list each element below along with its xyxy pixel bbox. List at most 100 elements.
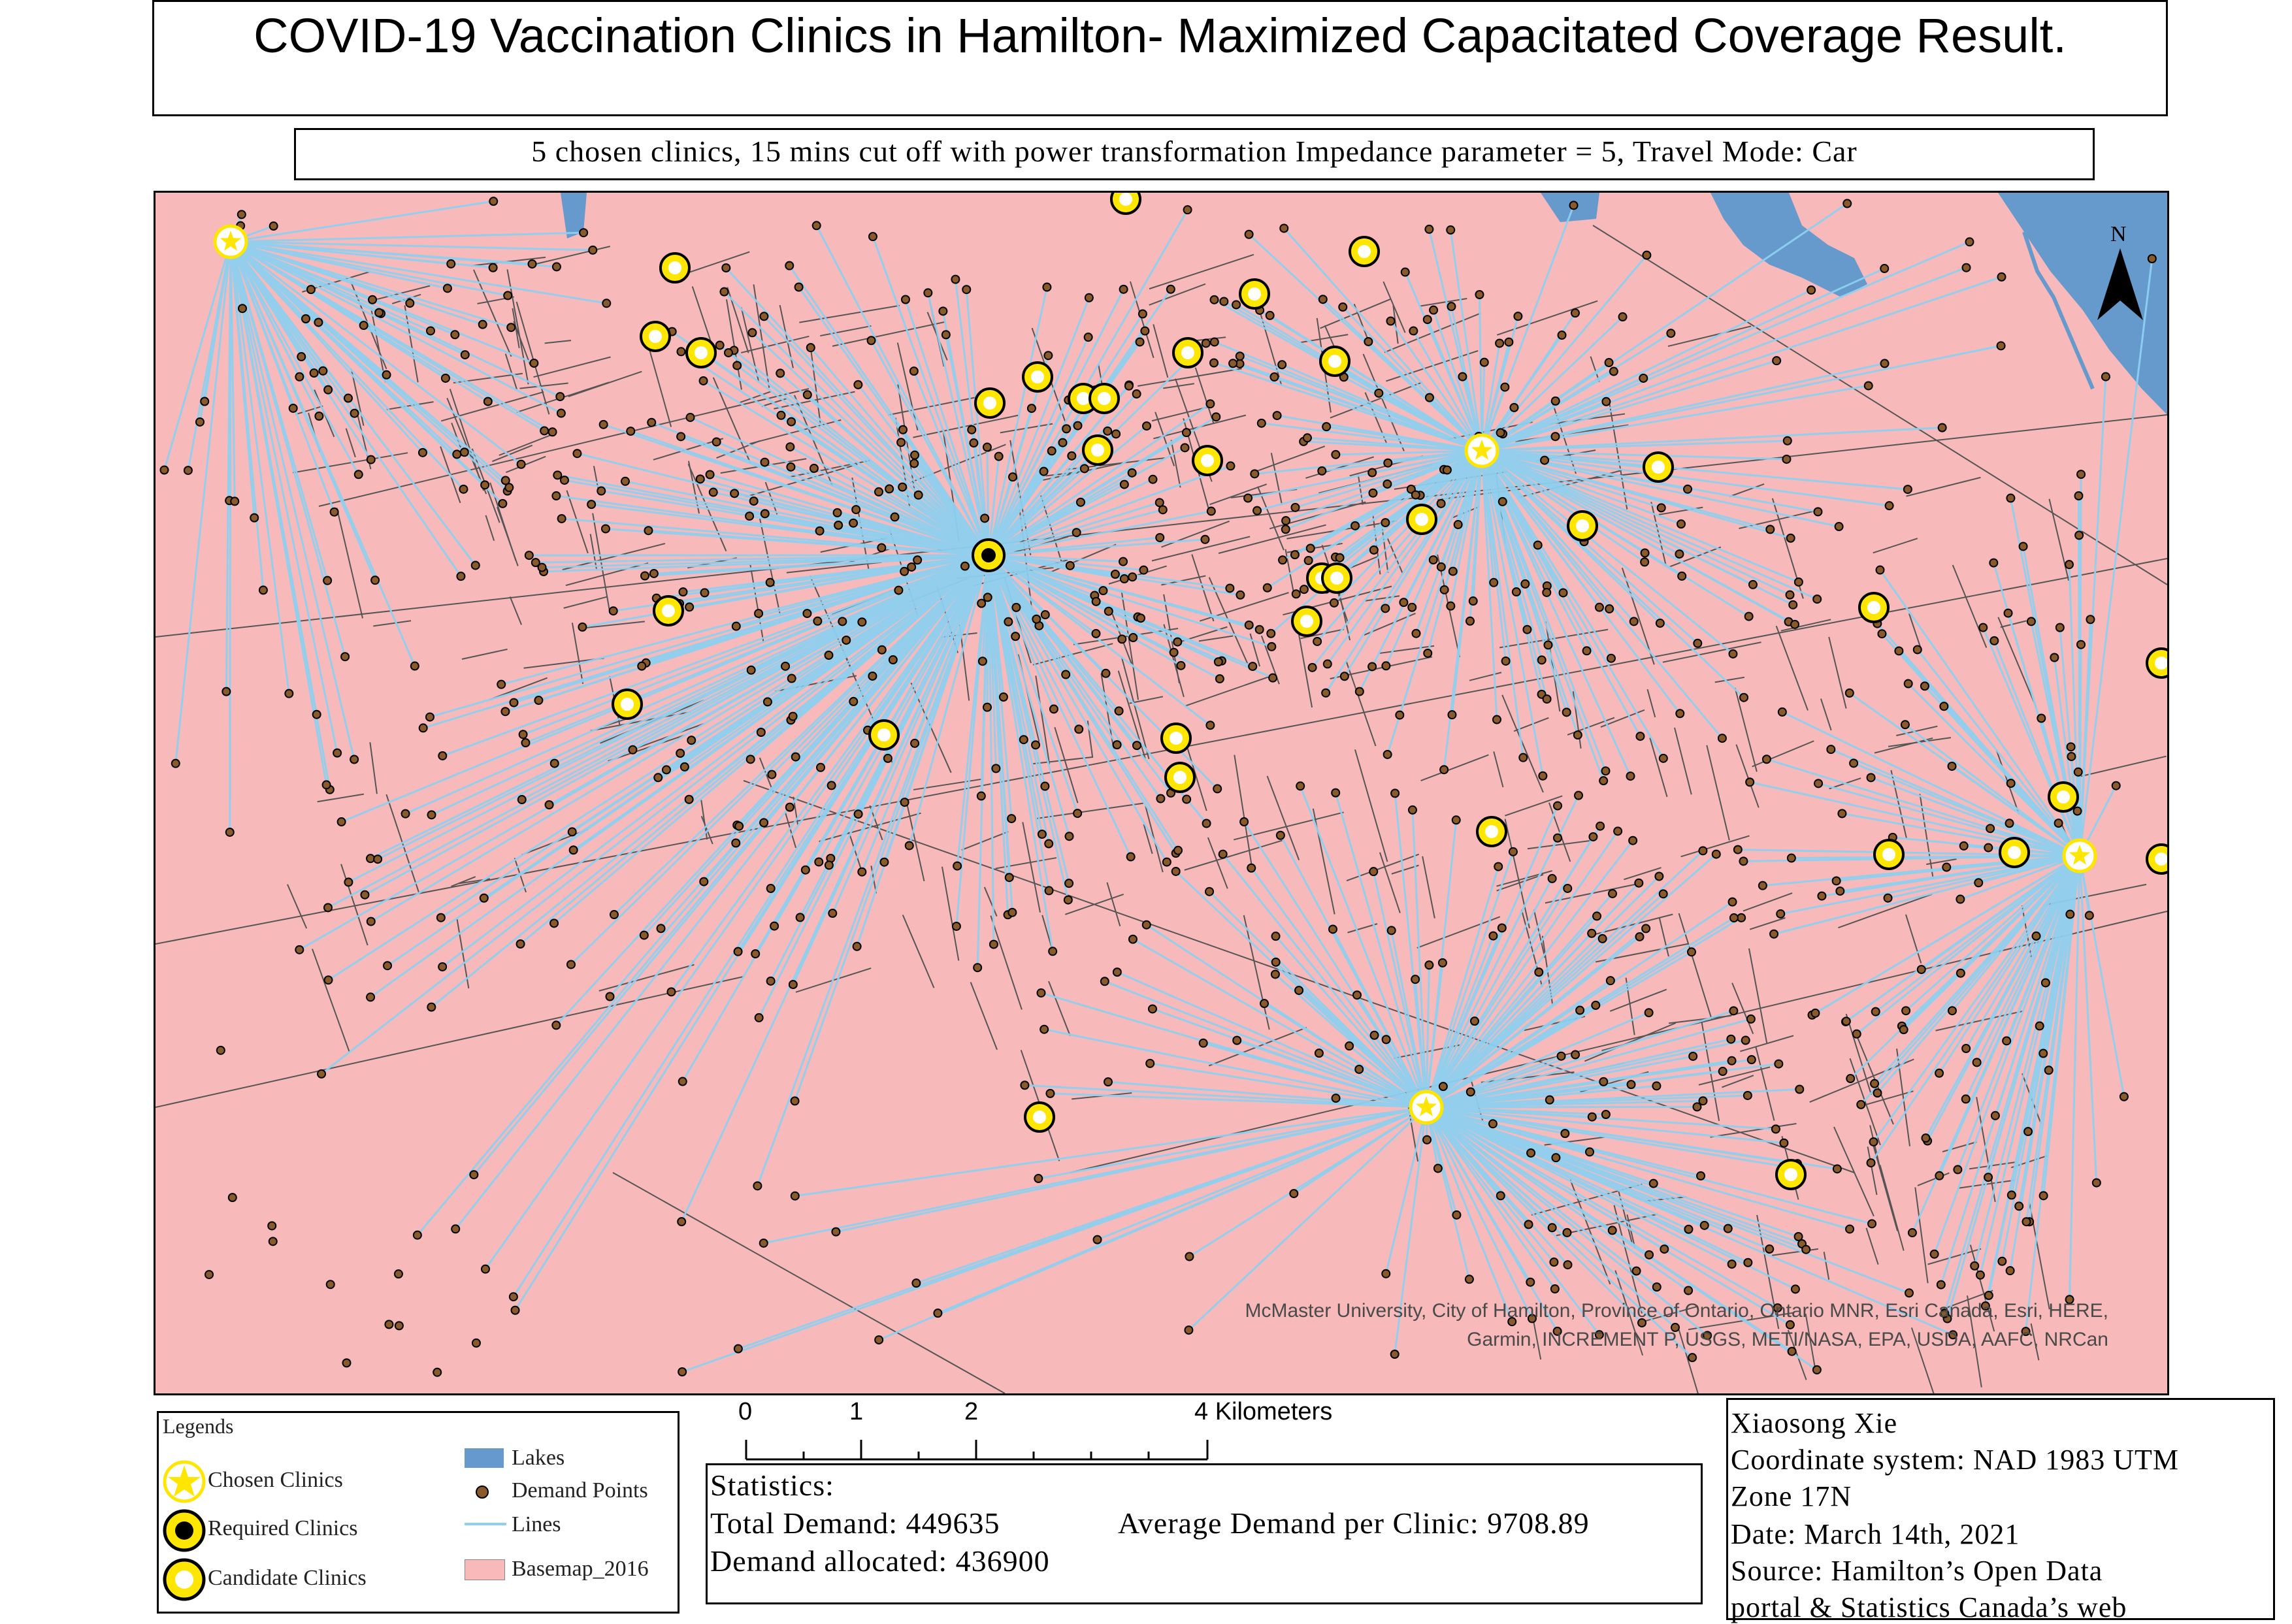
demand-point xyxy=(2055,819,2063,827)
demand-point xyxy=(1104,1078,1112,1086)
demand-point xyxy=(1599,1078,1607,1086)
demand-point xyxy=(1181,444,1189,451)
stats-allocated: Demand allocated: 436900 xyxy=(710,1544,1050,1578)
demand-point xyxy=(1253,507,1261,515)
demand-point xyxy=(1499,498,1507,506)
demand-point xyxy=(760,819,768,826)
demand-point xyxy=(1170,649,1178,657)
demand-point xyxy=(676,749,684,757)
demand-point xyxy=(2006,819,2014,827)
demand-point xyxy=(1173,638,1181,646)
demand-point xyxy=(1369,868,1377,875)
demand-point xyxy=(1469,597,1477,605)
demand-point xyxy=(2067,743,2075,751)
demand-point xyxy=(1636,732,1644,740)
demand-point xyxy=(1719,1067,1727,1075)
demand-point xyxy=(1974,879,1982,886)
demand-point xyxy=(1309,664,1317,672)
demand-point xyxy=(344,878,352,886)
demand-point xyxy=(341,653,349,660)
demand-point xyxy=(1921,682,1929,690)
demand-point xyxy=(1133,741,1141,749)
demand-point xyxy=(479,321,487,329)
candidate-clinic xyxy=(1320,347,1349,376)
demand-point xyxy=(1121,575,1128,583)
demand-point xyxy=(2102,373,2110,381)
demand-point xyxy=(1412,491,1420,499)
demand-point xyxy=(1918,966,1925,973)
demand-point xyxy=(1497,1192,1505,1199)
demand-point xyxy=(696,475,704,483)
demand-point xyxy=(1356,688,1364,696)
demand-point xyxy=(1149,476,1157,483)
demand-point xyxy=(1551,432,1559,440)
demand-point xyxy=(1391,789,1399,797)
demand-point xyxy=(2050,653,2058,661)
candidate-clinic xyxy=(1859,593,1888,622)
demand-point xyxy=(1424,316,1432,323)
demand-point xyxy=(1971,1262,1978,1270)
demand-point xyxy=(942,331,950,338)
demand-point xyxy=(325,976,333,984)
demand-point xyxy=(1592,1001,1599,1009)
demand-point xyxy=(934,1309,941,1317)
demand-point xyxy=(597,487,605,495)
demand-point xyxy=(852,506,860,513)
demand-point xyxy=(720,288,728,296)
demand-point xyxy=(733,362,741,370)
demand-point xyxy=(2020,542,2027,550)
demand-point xyxy=(908,563,915,571)
demand-point xyxy=(1554,834,1562,842)
demand-point xyxy=(1336,554,1344,562)
demand-point xyxy=(1527,1149,1535,1157)
map-canvas[interactable] xyxy=(156,193,2167,1393)
demand-point xyxy=(1092,598,1100,606)
demand-point xyxy=(361,891,368,899)
demand-point xyxy=(1699,1097,1707,1105)
demand-point xyxy=(1220,297,1228,305)
demand-point xyxy=(1319,295,1327,303)
demand-point xyxy=(295,373,303,381)
demand-point xyxy=(1267,630,1275,638)
demand-point xyxy=(1136,338,1144,346)
demand-point xyxy=(315,412,323,420)
demand-point xyxy=(1765,1245,1773,1253)
demand-point xyxy=(732,839,740,847)
demand-point xyxy=(2037,714,2045,722)
demand-point xyxy=(910,459,918,467)
demand-point xyxy=(1922,1134,1929,1142)
demand-point xyxy=(1908,1229,1916,1237)
demand-point xyxy=(314,318,322,326)
demand-point xyxy=(1481,359,1488,366)
demand-point xyxy=(1118,635,1126,643)
demand-point xyxy=(1139,566,1147,574)
demand-point xyxy=(374,855,382,863)
demand-point xyxy=(1423,1136,1431,1144)
demand-point xyxy=(1744,1259,1752,1267)
demand-point xyxy=(1519,754,1527,762)
map-frame[interactable]: McMaster University, City of Hamilton, P… xyxy=(154,191,2169,1395)
demand-point xyxy=(1956,896,1964,903)
demand-point xyxy=(1383,480,1391,488)
demand-point xyxy=(983,704,991,711)
demand-point xyxy=(700,878,708,886)
demand-point xyxy=(898,483,906,491)
demand-point xyxy=(344,395,352,402)
demand-point xyxy=(1813,595,1821,603)
demand-point xyxy=(1867,773,1875,781)
demand-point xyxy=(1382,1270,1390,1278)
demand-point xyxy=(1605,605,1613,613)
demand-point xyxy=(1984,844,1992,852)
demand-point xyxy=(1619,313,1627,321)
demand-point xyxy=(889,656,897,664)
demand-point xyxy=(1876,566,1884,574)
demand-point xyxy=(1788,854,1795,862)
demand-point xyxy=(1853,1030,1861,1038)
demand-point xyxy=(961,562,969,570)
demand-point xyxy=(1497,429,1505,436)
stats-total-demand: Total Demand: 449635 xyxy=(710,1506,1000,1540)
demand-point xyxy=(713,438,721,446)
demand-point xyxy=(482,1265,489,1273)
demand-point xyxy=(1216,675,1224,683)
demand-point xyxy=(532,559,540,566)
